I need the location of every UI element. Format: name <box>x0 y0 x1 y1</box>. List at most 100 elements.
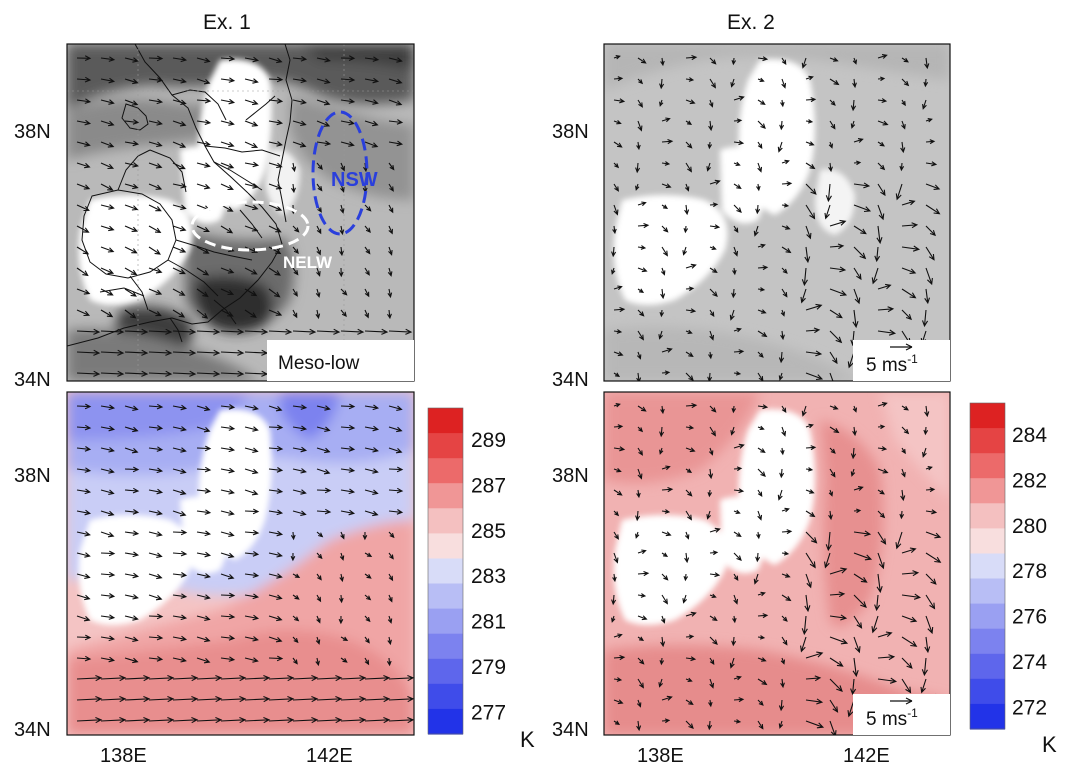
wind-arrow <box>658 678 664 688</box>
wind-arrow <box>901 288 917 299</box>
wind-arrow <box>100 593 116 599</box>
wind-arrow <box>292 510 307 516</box>
wind-arrow <box>220 656 236 662</box>
wind-arrow <box>124 204 139 211</box>
wind-arrow <box>172 404 188 411</box>
wind-arrow <box>316 615 321 624</box>
wind-arrow <box>388 99 403 106</box>
wind-arrow <box>778 372 784 381</box>
wind-arrow <box>100 550 116 557</box>
wind-arrow <box>850 468 856 477</box>
wind-arrow <box>244 508 260 515</box>
wind-arrow <box>292 328 317 335</box>
wind-arrow <box>709 309 715 317</box>
wind-arrow <box>709 288 718 297</box>
wind-arrow <box>268 98 284 104</box>
wind-arrow <box>220 573 235 580</box>
wind-arrow <box>268 225 282 233</box>
wind-arrow <box>925 225 936 237</box>
colorbar-swatch <box>970 478 1005 504</box>
wind-arrow <box>340 467 356 473</box>
wind-arrow <box>268 695 295 703</box>
wind-arrow <box>124 140 140 147</box>
wind-arrow <box>244 674 271 682</box>
wind-arrow <box>924 288 931 305</box>
wind-arrow <box>316 487 332 494</box>
wind-arrow <box>685 286 695 292</box>
lat-label-34n-bl: 34N <box>14 719 51 741</box>
wind-arrow <box>220 592 236 599</box>
wind-arrow <box>76 488 92 495</box>
wind-arrow <box>780 330 785 341</box>
wind-arrow <box>901 199 916 206</box>
wind-arrow <box>901 120 906 130</box>
map-panel-ex2-bottom <box>604 392 950 735</box>
wind-arrow <box>148 370 173 377</box>
wind-arrow <box>124 99 139 106</box>
wind-arrow <box>733 161 741 167</box>
wind-arrow <box>244 489 259 496</box>
wind-arrow <box>637 549 647 555</box>
wind-arrow <box>757 447 766 453</box>
wind-arrow <box>148 204 162 212</box>
svg-text:5 ms-1: 5 ms-1 <box>866 352 918 376</box>
wind-arrow <box>709 593 717 599</box>
wind-arrow <box>781 507 790 513</box>
wind-arrow <box>781 405 787 413</box>
wind-arrow <box>829 678 843 692</box>
colorbar-label: 279 <box>471 656 506 679</box>
wind-arrow <box>196 78 211 85</box>
wind-arrow <box>805 183 817 195</box>
wind-arrow <box>824 552 831 569</box>
wind-arrow <box>611 615 616 623</box>
wind-arrow <box>124 78 139 85</box>
wind-arrow <box>364 141 379 148</box>
colorbar-swatch <box>970 628 1005 655</box>
wind-arrow <box>244 225 259 232</box>
wind-arrow <box>316 162 323 171</box>
wind-arrow <box>637 99 643 108</box>
wind-arrow <box>172 162 186 170</box>
wind-arrow <box>757 425 765 431</box>
wind-arrow <box>637 636 645 641</box>
wind-arrow <box>852 426 857 437</box>
wind-arrow <box>268 267 281 276</box>
wind-arrow <box>829 78 840 86</box>
colorbar-swatch <box>428 483 463 509</box>
wind-arrow <box>824 204 831 220</box>
wind-arrow <box>196 615 211 621</box>
wind-arrow <box>709 615 718 621</box>
wind-arrow <box>100 56 116 62</box>
wind-arrow <box>901 570 920 577</box>
wind-arrow <box>659 309 665 318</box>
wind-arrow <box>636 351 642 360</box>
wind-arrow <box>100 370 125 377</box>
wind-arrow <box>388 57 403 63</box>
wind-arrow <box>244 267 258 275</box>
wind-arrow <box>290 552 296 562</box>
wind-arrow <box>709 78 716 89</box>
wind-arrow <box>755 552 761 563</box>
wind-arrow <box>100 531 115 538</box>
wind-arrow <box>244 447 259 453</box>
wind-arrow <box>613 285 623 291</box>
wind-arrow <box>268 405 283 412</box>
wind-arrow <box>196 488 212 494</box>
wind-arrow <box>340 309 347 318</box>
wind-arrow <box>172 635 188 642</box>
wind-arrow <box>685 720 694 729</box>
wind-arrow <box>388 695 414 703</box>
wind-arrow <box>805 225 812 240</box>
wind-arrow <box>613 699 624 705</box>
wind-arrow <box>388 140 404 147</box>
wind-arrow <box>611 246 617 258</box>
wind-arrow <box>388 674 414 682</box>
wind-arrow <box>660 405 665 415</box>
wind-arrow <box>825 531 832 552</box>
colorbar-left-unit: K <box>520 727 535 752</box>
wind-arrow <box>709 678 715 689</box>
colorbar-swatch <box>428 508 463 534</box>
wind-arrow <box>637 245 647 250</box>
wind-arrow <box>172 288 186 296</box>
wind-arrow <box>637 222 650 229</box>
